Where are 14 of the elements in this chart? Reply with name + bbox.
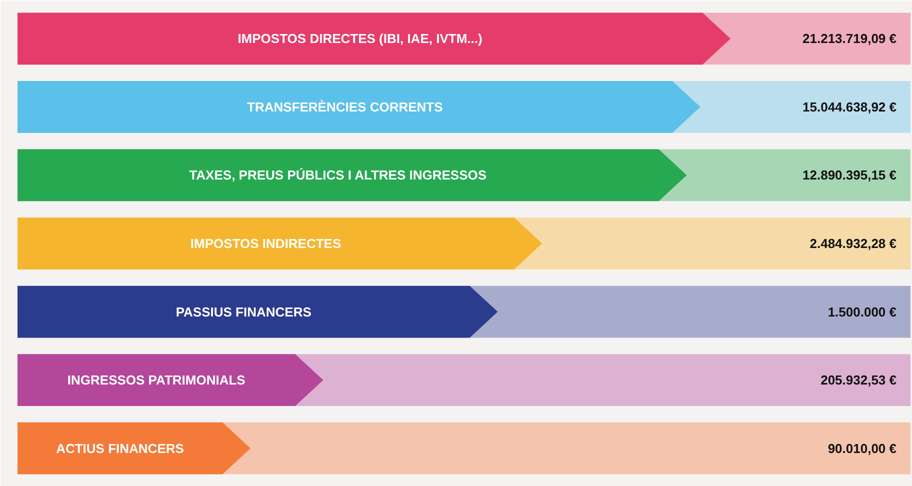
category-label: TRANSFERÈNCIES CORRENTS <box>247 99 444 114</box>
category-label: IMPOSTOS DIRECTES (IBI, IAE, IVTM...) <box>238 31 482 46</box>
data-label: 15.044.638,92 € <box>802 99 897 114</box>
category-label: TAXES, PREUS PÚBLICS I ALTRES INGRESSOS <box>189 168 487 183</box>
category-label: PASSIUS FINANCERS <box>176 304 312 320</box>
data-label: 12.890.395,15 € <box>802 168 897 183</box>
category-label: ACTIUS FINANCERS <box>56 440 184 456</box>
data-label: 90.010,00 € <box>828 440 897 456</box>
category-label: INGRESSOS PATRIMONIALS <box>67 372 246 388</box>
data-label: 205.932,53 € <box>820 372 896 388</box>
data-label: 1.500.000 € <box>828 304 897 320</box>
data-label: 2.484.932,28 € <box>810 236 897 251</box>
category-label: IMPOSTOS INDIRECTES <box>190 236 342 251</box>
data-label: 21.213.719,09 € <box>802 31 897 46</box>
